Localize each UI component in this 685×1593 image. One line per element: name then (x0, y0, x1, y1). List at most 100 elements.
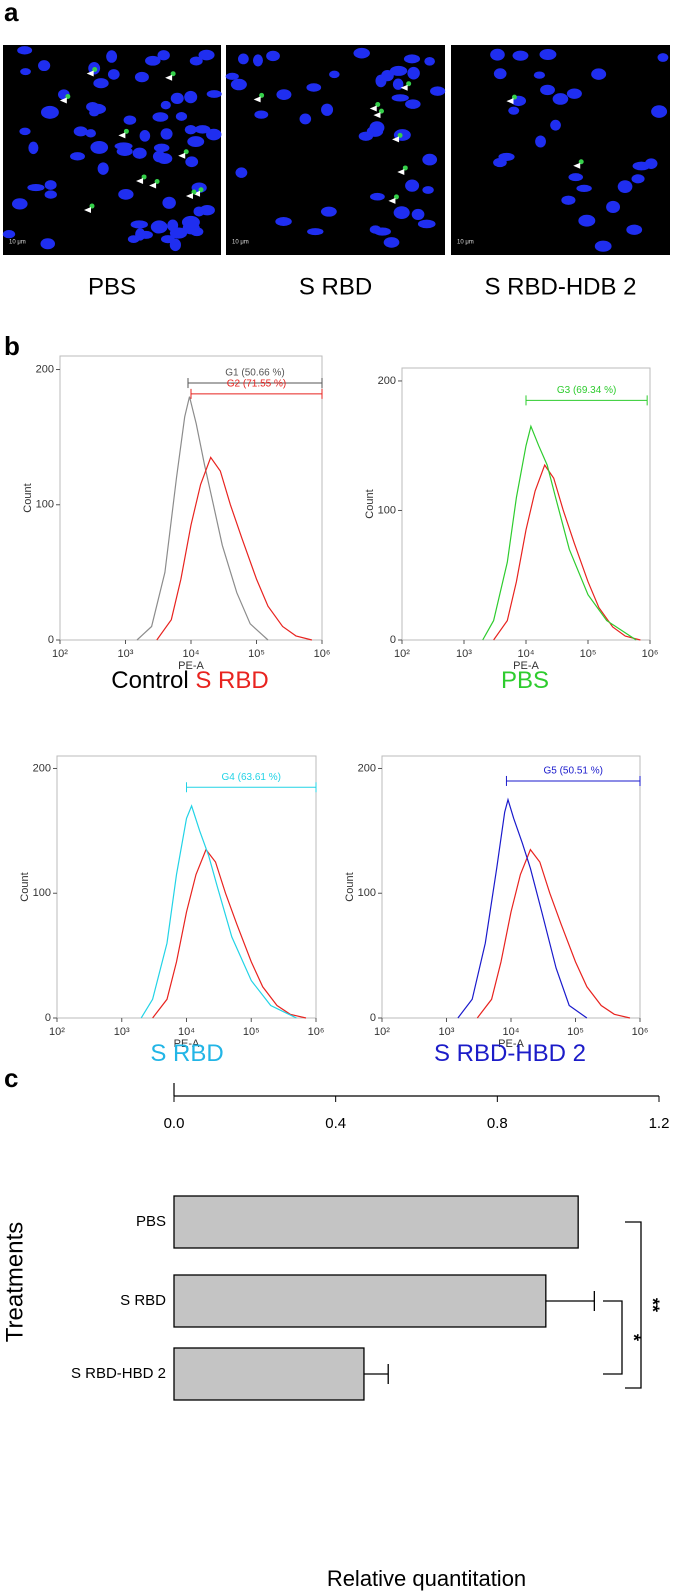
nucleus (169, 227, 188, 239)
nucleus (169, 238, 181, 252)
x-tick-label: 10⁶ (632, 1026, 649, 1038)
nucleus (107, 69, 120, 80)
y-axis-label: Count (364, 489, 376, 518)
nucleus (11, 198, 28, 210)
nucleus (320, 206, 337, 217)
y-axis-label: Count (19, 872, 31, 901)
significance-bracket (603, 1300, 623, 1375)
nucleus (19, 127, 31, 136)
nucleus (321, 103, 334, 116)
nucleus (184, 124, 197, 135)
gate-label: G4 (63.61 %) (222, 772, 281, 783)
nucleus (632, 161, 651, 171)
nucleus (424, 57, 435, 66)
arrow (86, 70, 94, 77)
nucleus (539, 49, 557, 60)
x-tick-label: 1.2 (649, 1115, 670, 1132)
x-axis-label: PE-A (498, 1038, 524, 1050)
micrograph: 10 μm (451, 45, 670, 255)
arrow (136, 177, 144, 184)
nucleus (70, 152, 85, 161)
nucleus (184, 90, 198, 104)
nucleus (181, 215, 200, 229)
nucleus (17, 46, 33, 55)
nucleus (127, 235, 140, 244)
arrow (506, 98, 514, 105)
plot-frame (381, 755, 641, 1019)
gate-label: G5 (50.51 %) (543, 766, 602, 777)
x-tick-label: 10² (52, 648, 68, 660)
arrow (400, 84, 408, 91)
arrow (185, 193, 193, 200)
nucleus (369, 121, 385, 135)
nucleus (86, 101, 100, 112)
y-tick-label: S RBD-HBD 2 (71, 1365, 166, 1382)
x-tick-label: 0.8 (487, 1115, 508, 1132)
nucleus (252, 54, 263, 67)
significance-label: * (623, 1334, 643, 1341)
y-tick-label: 0 (48, 634, 54, 646)
x-tick-label: 10⁵ (580, 648, 597, 660)
nucleus (561, 195, 576, 205)
nucleus (307, 228, 324, 236)
y-axis-label: Count (22, 483, 34, 512)
x-axis-label: PE-A (174, 1038, 200, 1050)
y-tick-label: 100 (36, 499, 54, 511)
nucleus (27, 183, 45, 192)
nucleus (206, 90, 222, 98)
x-tick-label: 10⁵ (248, 648, 265, 660)
arrow (369, 105, 377, 112)
nucleus (123, 115, 137, 125)
nucleus (254, 110, 269, 119)
y-tick-label: 100 (33, 887, 51, 899)
nucleus (490, 48, 505, 61)
x-axis-label: PE-A (178, 660, 204, 672)
x-tick-label: 0.0 (164, 1115, 185, 1132)
y-axis-label: Count (344, 872, 356, 901)
x-tick-label: 10⁴ (518, 648, 535, 660)
caption-part: S RBD (150, 1040, 223, 1067)
nucleus (185, 156, 199, 168)
x-tick-label: 0.4 (325, 1115, 346, 1132)
arrow (165, 74, 173, 81)
nucleus (578, 214, 596, 227)
panel-label: b (4, 331, 20, 361)
arrow (373, 112, 381, 119)
nucleus (187, 136, 205, 147)
x-tick-label: 10² (394, 648, 410, 660)
x-tick-label: 10⁴ (503, 1026, 520, 1038)
y-tick-label: 200 (36, 363, 54, 375)
nucleus (118, 188, 134, 200)
x-tick-label: 10⁴ (178, 1026, 195, 1038)
scale-bar: 10 μm (9, 240, 26, 246)
nucleus (329, 70, 340, 79)
nucleus (145, 55, 161, 66)
y-tick-label: 0 (45, 1012, 51, 1024)
micrograph: 10 μm (225, 45, 446, 255)
nucleus (38, 60, 51, 72)
nucleus (130, 220, 148, 229)
nucleus (430, 86, 446, 96)
nucleus (576, 184, 592, 193)
histogram-line (140, 804, 297, 1019)
nucleus (540, 84, 555, 96)
nucleus (391, 94, 409, 102)
nucleus (383, 237, 400, 248)
nucleus (374, 227, 391, 236)
histogram-line (457, 797, 588, 1019)
arrow (573, 162, 581, 169)
nucleus (28, 141, 39, 155)
x-tick-label: 10⁵ (567, 1026, 584, 1038)
arrow (253, 96, 261, 103)
nucleus (20, 68, 31, 76)
panel-label: c (4, 1063, 18, 1093)
y-tick-label: 0 (370, 1012, 376, 1024)
nucleus (93, 78, 109, 89)
x-tick-label: 10² (374, 1026, 390, 1038)
image-background (226, 45, 445, 255)
x-tick-label: 10² (49, 1026, 65, 1038)
nucleus (405, 99, 421, 109)
nucleus (370, 192, 385, 201)
nucleus (73, 126, 88, 137)
